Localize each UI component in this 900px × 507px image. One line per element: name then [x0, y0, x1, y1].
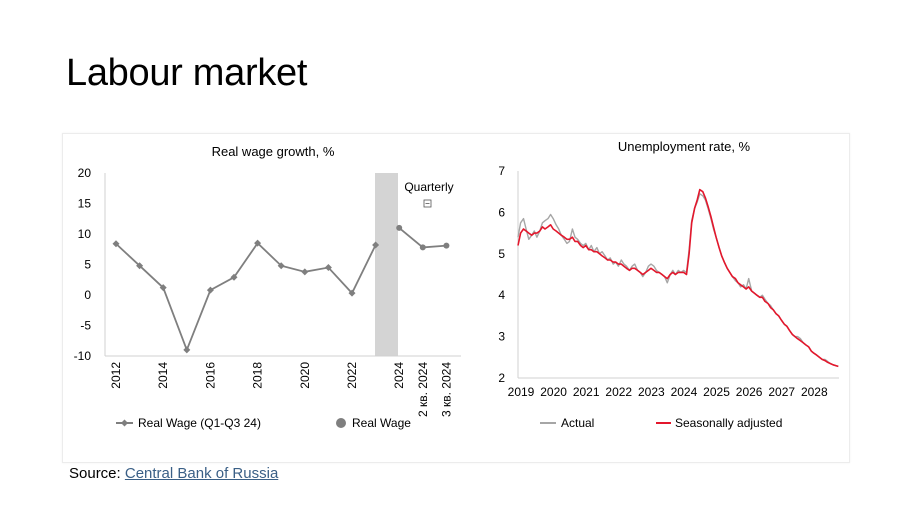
- unemployment-x-tick-label: 2027: [768, 385, 795, 399]
- wage-shaded-region: [375, 173, 398, 356]
- wage-x-tick-label: 2018: [251, 362, 265, 389]
- unemployment-x-tick-label: 2023: [638, 385, 665, 399]
- unemployment-x-ticks: 2019 2020 2021 2022 2023 2024 2025 2026 2027 2028: [508, 385, 828, 399]
- unemployment-x-tick-label: 2019: [508, 385, 535, 399]
- unemployment-line-actual: [517, 193, 839, 368]
- unemployment-x-tick-label: 2028: [801, 385, 828, 399]
- wage-y-tick-label: 0: [84, 288, 91, 302]
- wage-marker-annual: [183, 346, 191, 354]
- legend-label-real-wage-q1-q3: Real Wage (Q1-Q3 24): [138, 416, 261, 430]
- legend-item-seasonally-adjusted: Seasonally adjusted: [656, 416, 782, 430]
- wage-marker-annual: [254, 239, 262, 247]
- unemployment-y-tick-label: 3: [498, 330, 505, 344]
- unemployment-line-seasonally-adjusted: [517, 188, 839, 368]
- legend-item-real-wage-q1-q3: Real Wage (Q1-Q3 24): [116, 416, 261, 430]
- wage-marker-annual: [348, 289, 356, 297]
- wage-line-annual: [115, 241, 377, 353]
- legend-item-real-wage: Real Wage: [336, 416, 411, 430]
- wage-marker-quarterly: [419, 244, 426, 251]
- legend-item-actual: Actual: [540, 416, 594, 430]
- source-label: Source:: [69, 465, 121, 482]
- wage-chart-title: Real wage growth, %: [212, 144, 335, 159]
- wage-x-tick-label: 2022: [345, 362, 359, 389]
- wage-y-tick-label: -10: [74, 349, 92, 363]
- wage-marker-quarterly: [396, 224, 403, 231]
- unemployment-x-tick-label: 2020: [540, 385, 567, 399]
- wage-marker-annual: [159, 284, 167, 292]
- unemployment-x-tick-label: 2024: [671, 385, 698, 399]
- source-link[interactable]: Central Bank of Russia: [124, 465, 279, 482]
- wage-x-tick-label: 2012: [109, 362, 123, 389]
- unemployment-chart: Unemployment rate, % 7 6 5 4 3 2 2019 2020 2021…: [498, 139, 839, 430]
- wage-marker-annual: [372, 241, 380, 249]
- wage-series: [112, 224, 450, 354]
- source-line: Source: Central Bank of Russia: [69, 465, 278, 482]
- unemployment-legend: Actual Seasonally adjusted: [540, 416, 782, 430]
- wage-marker-annual: [136, 262, 144, 270]
- wage-marker-annual: [324, 264, 332, 272]
- wage-y-tick-label: 5: [84, 258, 91, 272]
- legend-label-real-wage: Real Wage: [352, 416, 411, 430]
- wage-legend: Real Wage (Q1-Q3 24) Real Wage: [116, 416, 411, 430]
- wage-marker-annual: [112, 240, 120, 248]
- unemployment-chart-title: Unemployment rate, %: [618, 139, 751, 154]
- wage-y-tick-label: 10: [78, 227, 92, 241]
- chart-panel: Real wage growth, % 20 15 10 5 0 -5 -10 2012 20…: [62, 133, 850, 463]
- wage-x-ticks: 2012 2014 2016 2018 2020 2022 2024 2 кв. 2024 3 …: [109, 362, 453, 417]
- wage-y-tick-label: 20: [78, 166, 92, 180]
- wage-y-tick-label: 15: [78, 197, 92, 211]
- wage-y-ticks: 20 15 10 5 0 -5 -10: [74, 166, 92, 363]
- unemployment-y-tick-label: 7: [498, 164, 505, 178]
- unemployment-x-tick-label: 2025: [703, 385, 730, 399]
- unemployment-x-tick-label: 2026: [736, 385, 763, 399]
- expand-icon[interactable]: [423, 199, 432, 208]
- unemployment-series: [517, 188, 839, 368]
- wage-y-tick-label: -5: [80, 319, 91, 333]
- wage-x-tick-label: 2016: [203, 362, 217, 389]
- wage-marker-annual: [230, 273, 238, 281]
- wage-x-tick-label: 2020: [298, 362, 312, 389]
- wage-x-tick-label: 3 кв. 2024: [439, 362, 453, 417]
- wage-marker-quarterly: [443, 242, 450, 249]
- unemployment-x-tick-label: 2021: [573, 385, 600, 399]
- wage-x-tick-label: 2014: [156, 362, 170, 389]
- unemployment-y-tick-label: 5: [498, 247, 505, 261]
- legend-label-actual: Actual: [561, 416, 594, 430]
- unemployment-y-tick-label: 2: [498, 371, 505, 385]
- unemployment-y-ticks: 7 6 5 4 3 2: [498, 164, 505, 385]
- wage-x-tick-label: 2024: [392, 362, 406, 389]
- wage-marker-annual: [206, 286, 214, 294]
- wage-marker-annual: [301, 268, 309, 276]
- legend-label-seasonally-adjusted: Seasonally adjusted: [675, 416, 782, 430]
- wage-marker-annual: [277, 262, 285, 270]
- unemployment-y-tick-label: 6: [498, 205, 505, 219]
- slide-title: Labour market: [66, 52, 308, 94]
- quarterly-annotation: Quarterly: [404, 180, 453, 194]
- unemployment-y-tick-label: 4: [498, 288, 505, 302]
- wage-x-tick-label: 2 кв. 2024: [416, 362, 430, 417]
- unemployment-x-tick-label: 2022: [605, 385, 632, 399]
